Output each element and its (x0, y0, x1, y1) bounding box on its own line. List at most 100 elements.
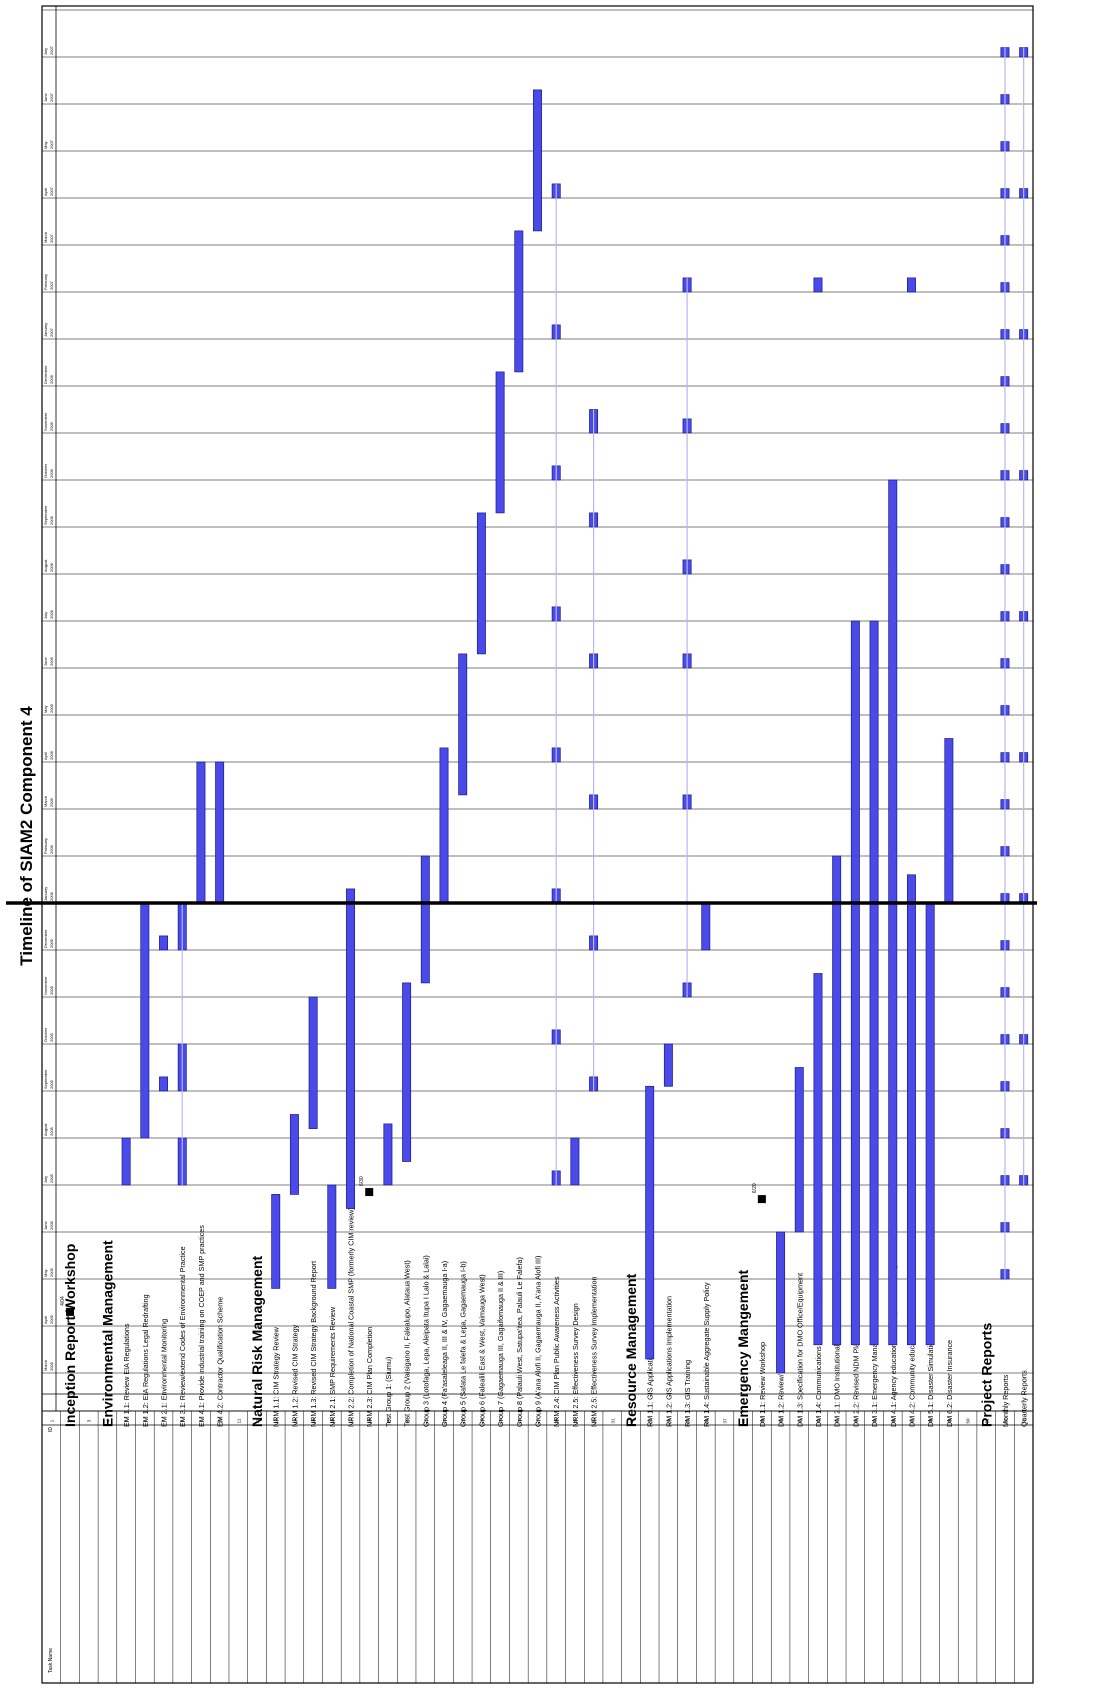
task-id: 12 (255, 1418, 260, 1424)
month-label: April (43, 1316, 48, 1324)
task-bar (159, 1076, 169, 1092)
task-bar (925, 902, 935, 1346)
task-bar (439, 747, 449, 904)
task-bar (308, 996, 318, 1129)
task-bar (514, 230, 524, 373)
task-name: Natural Risk Management (249, 1256, 265, 1427)
month-year-label: 2006 (49, 703, 54, 713)
month-label: October (43, 1027, 48, 1042)
month-label: November (43, 412, 48, 431)
task-id: 15 (311, 1418, 316, 1424)
task-name: DM 1.2: Review/ NDM Plan (777, 1340, 786, 1427)
month-year-label: 2006 (49, 609, 54, 619)
month-label: August (43, 559, 48, 572)
task-name: DM 4.1: Agency education and Response Pl… (889, 1265, 898, 1427)
task-id: 11 (236, 1418, 241, 1423)
task-name: RM 1.2: GIS Applications Implementation (664, 1296, 673, 1427)
task-id: 52 (1003, 1418, 1008, 1424)
task-id: 28 (554, 1418, 559, 1424)
task-id: 24 (479, 1418, 484, 1424)
month-year-label: 2007 (49, 327, 54, 337)
month-label: April (43, 752, 48, 760)
month-label: September (43, 505, 48, 525)
month-label: July (43, 1176, 48, 1183)
task-name: NRM 2.5: Effectiveness Survey Implementa… (590, 1277, 599, 1427)
task-id: 34 (666, 1418, 671, 1424)
month-year-label: 2007 (49, 45, 54, 55)
task-id: 35 (685, 1418, 690, 1424)
task-name: Test Group 2 (Vaisigano II, Falealupo, A… (403, 1260, 412, 1427)
task-id: 48 (928, 1418, 933, 1424)
task-id: 51 (984, 1418, 989, 1424)
task-name: Group 7 (Gagaemauga III, Gagaifomauga II… (496, 1271, 505, 1427)
month-year-label: 2005 (49, 938, 54, 948)
task-name: Resource Management (623, 1273, 639, 1427)
month-label: January (43, 323, 48, 337)
task-name: Environmental Management (99, 1240, 115, 1427)
month-year-label: 2005 (49, 985, 54, 995)
task-name: EM 4.1: Provide industrial training on C… (197, 1225, 206, 1427)
task-bar (495, 371, 505, 514)
month-label: January (43, 887, 48, 901)
month-year-label: 2005 (49, 1173, 54, 1183)
task-name: DM 1.3: Specification for DMO Office/Equ… (795, 1273, 804, 1427)
task-id: 47 (909, 1418, 914, 1424)
task-id: 42 (816, 1418, 821, 1424)
task-name: NRM 1.3: Revised CIM Strategy Background… (309, 1261, 318, 1427)
task-bar (159, 935, 169, 951)
task-name: Inception Report Workshop (62, 1244, 78, 1427)
task-name: EM 1.1: Review EIA Regulations (122, 1323, 131, 1427)
month-label: December (43, 365, 48, 384)
month-year-label: 2006 (49, 374, 54, 384)
task-name: EM 3.1: Review/extend Codes of Environme… (178, 1246, 187, 1427)
task-name: Group 9 (A'ana Alofi II, Gagaemauga II, … (534, 1256, 543, 1427)
month-year-label: 2005 (49, 1361, 54, 1371)
task-name: Group 6 (Falealili East & West, Vaimauga… (477, 1274, 486, 1427)
task-id: 5 (124, 1419, 129, 1422)
task-id: 13 (274, 1418, 279, 1424)
task-id: 46 (891, 1418, 896, 1424)
task-id: 41 (797, 1418, 802, 1424)
task-bar (420, 855, 430, 984)
month-year-label: 2006 (49, 515, 54, 525)
month-year-label: 2006 (49, 797, 54, 807)
month-year-label: 2006 (49, 750, 54, 760)
month-label: May (43, 141, 48, 149)
task-id: 6 (143, 1419, 148, 1422)
task-id: 9 (199, 1419, 204, 1422)
task-id: 30 (592, 1418, 597, 1424)
task-id: 36 (704, 1418, 709, 1424)
task-name: Group 5 (Safata Le falefa & Lepa, Gagaem… (459, 1261, 468, 1427)
task-name: Quarterly Reports (1020, 1370, 1029, 1427)
task-name: NRM 1.2: Revised CIM Strategy (290, 1324, 299, 1427)
month-label: October (43, 463, 48, 478)
task-name: Emergency Mangement (735, 1270, 751, 1427)
task-bar (476, 512, 486, 655)
task-bar (215, 761, 225, 904)
task-bar (701, 902, 711, 951)
milestone-marker (757, 1195, 766, 1204)
month-year-label: 2006 (49, 468, 54, 478)
month-year-label: 2007 (49, 92, 54, 102)
task-id: 21 (423, 1418, 428, 1424)
task-id: 37 (722, 1418, 727, 1424)
month-year-label: 2006 (49, 891, 54, 901)
task-id: 17 (349, 1418, 354, 1424)
task-id: 14 (292, 1418, 297, 1424)
task-bar (121, 1137, 131, 1186)
milestone-date-label: 6/20 (752, 1183, 758, 1193)
task-id: 49 (947, 1418, 952, 1424)
month-year-label: 2006 (49, 656, 54, 666)
month-label: December (43, 929, 48, 948)
task-bar (813, 277, 823, 293)
task-id: 25 (498, 1418, 503, 1424)
task-name: Project Reports (978, 1323, 994, 1427)
month-label: June (43, 1221, 48, 1230)
task-id: 29 (573, 1418, 578, 1424)
month-year-label: 2005 (49, 1032, 54, 1042)
task-name: NRM 2.2: Completion of National Coastal … (347, 1207, 356, 1427)
month-year-label: 2005 (49, 1267, 54, 1277)
task-id: 31 (610, 1418, 615, 1424)
task-name: NRM 2.5: Effectiveness Survey Design (571, 1303, 580, 1427)
month-label: August (43, 1123, 48, 1136)
